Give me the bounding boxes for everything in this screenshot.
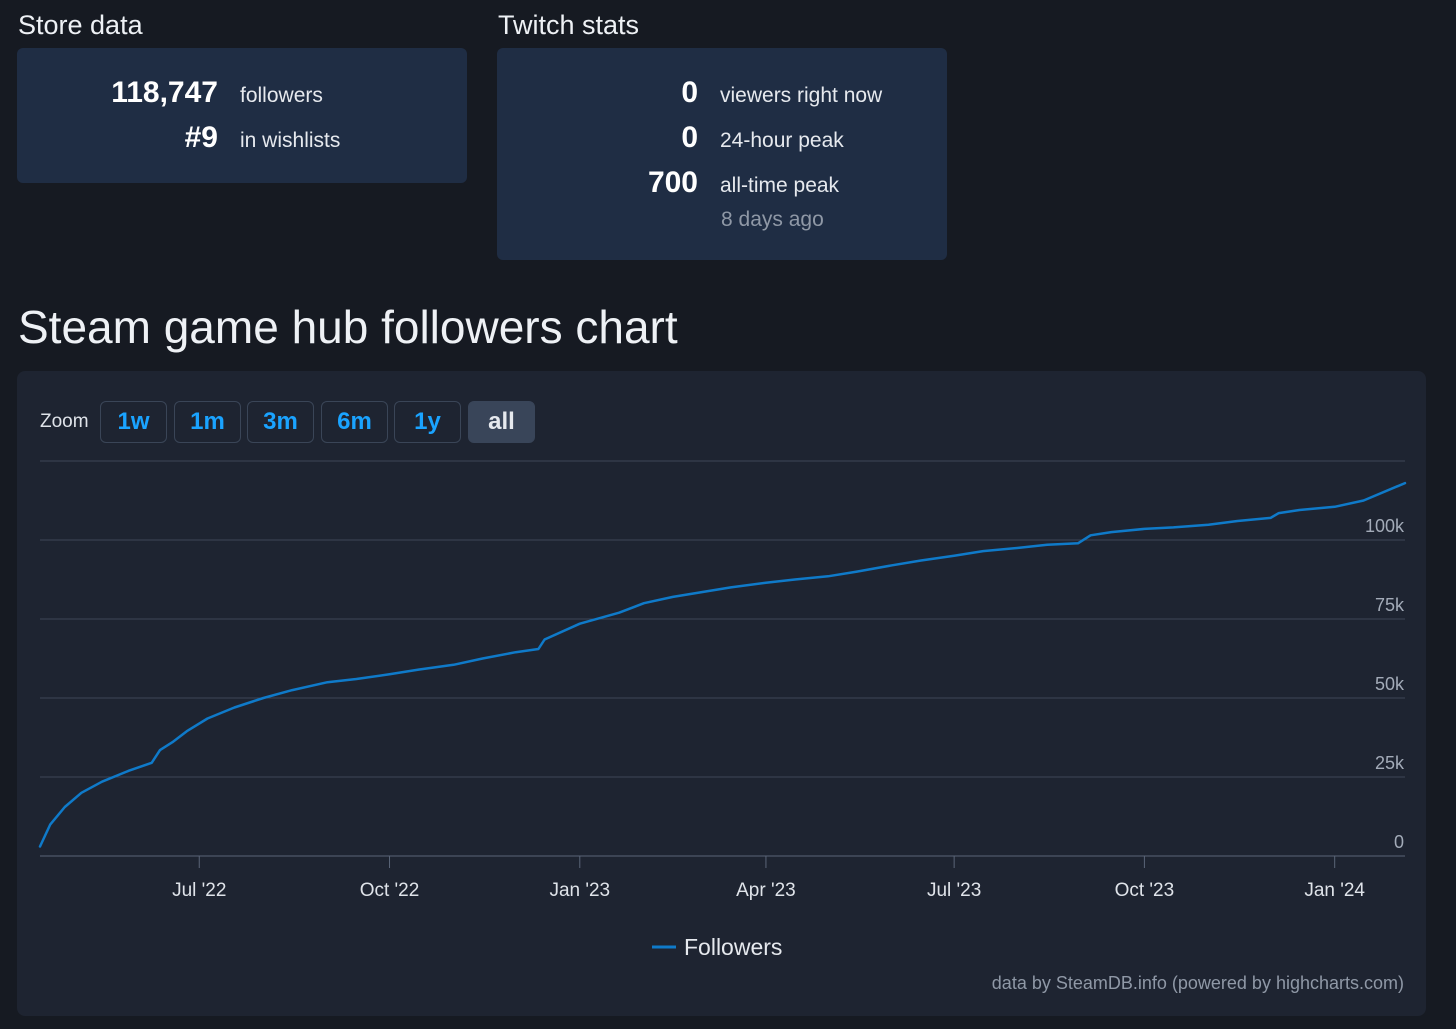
twitch-stats-panel: 0 viewers right now 0 24-hour peak 700 a… xyxy=(497,48,947,260)
store-data-panel: 118,747 followers #9 in wishlists xyxy=(17,48,467,183)
zoom-1m-button[interactable]: 1m xyxy=(174,401,241,443)
store-data-title: Store data xyxy=(18,10,143,40)
peak24-value: 0 xyxy=(681,121,698,154)
viewers-stat: 0 viewers right now xyxy=(497,76,882,110)
peak24-stat: 0 24-hour peak xyxy=(497,121,844,155)
chart-heading: Steam game hub followers chart xyxy=(18,301,678,353)
followers-stat: 118,747 followers xyxy=(17,76,323,110)
wishlist-label: in wishlists xyxy=(240,129,341,152)
zoom-all-button[interactable]: all xyxy=(468,401,535,443)
followers-value: 118,747 xyxy=(111,76,218,109)
zoom-1y-button[interactable]: 1y xyxy=(394,401,461,443)
followers-label: followers xyxy=(240,84,323,107)
zoom-3m-button[interactable]: 3m xyxy=(247,401,314,443)
wishlist-stat: #9 in wishlists xyxy=(17,121,341,155)
alltime-label: all-time peak xyxy=(720,174,840,197)
alltime-subtext: 8 days ago xyxy=(721,208,824,231)
zoom-label: Zoom xyxy=(40,411,89,432)
peak24-label: 24-hour peak xyxy=(720,129,844,152)
zoom-1w-button[interactable]: 1w xyxy=(100,401,167,443)
alltime-stat: 700 all-time peak xyxy=(497,166,839,200)
wishlist-value: #9 xyxy=(184,121,218,154)
viewers-label: viewers right now xyxy=(720,84,883,107)
alltime-value: 700 xyxy=(647,166,698,199)
twitch-stats-title: Twitch stats xyxy=(498,10,640,40)
zoom-6m-button[interactable]: 6m xyxy=(321,401,388,443)
chart-panel xyxy=(17,371,1426,1016)
viewers-value: 0 xyxy=(681,76,698,109)
